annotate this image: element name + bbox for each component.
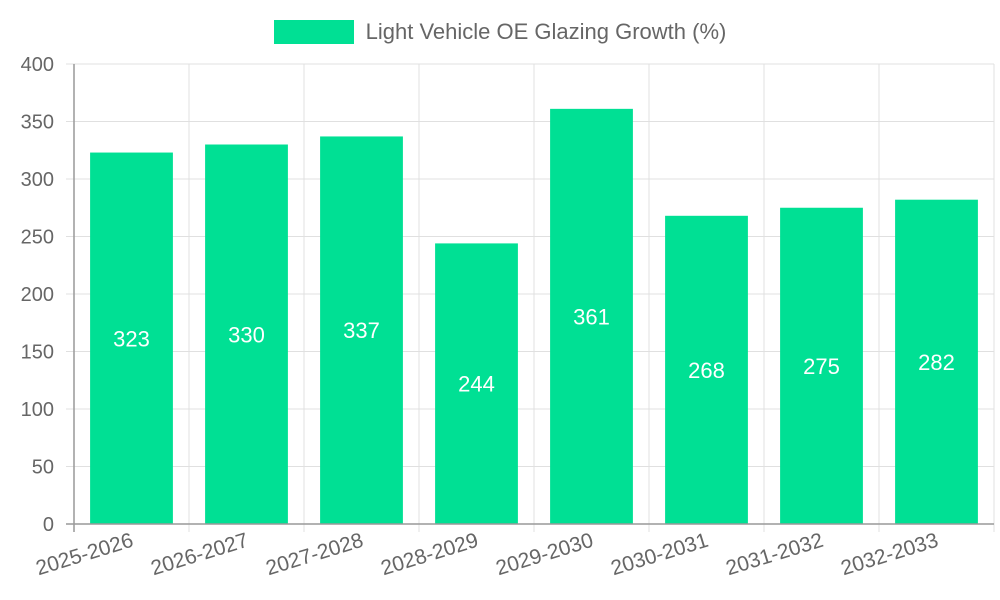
bar xyxy=(320,136,403,524)
x-tick-label: 2028-2029 xyxy=(378,529,481,580)
bar xyxy=(665,215,748,525)
data-label: 361 xyxy=(573,304,610,329)
x-tick-label: 2027-2028 xyxy=(263,529,366,580)
y-tick-label: 150 xyxy=(21,342,54,364)
bar xyxy=(435,243,518,524)
y-tick-label: 300 xyxy=(21,169,54,191)
y-tick-label: 350 xyxy=(21,112,54,134)
data-label: 268 xyxy=(688,358,725,383)
data-labels: 323 330 337 244 361 268 275 282 xyxy=(113,304,955,396)
bar xyxy=(205,144,288,524)
y-tick-label: 0 xyxy=(43,514,54,536)
legend: Light Vehicle OE Glazing Growth (%) xyxy=(0,17,1000,47)
data-label: 323 xyxy=(113,326,150,351)
x-tick-label: 2025-2026 xyxy=(33,529,136,580)
x-tick-label: 2032-2033 xyxy=(838,529,941,580)
legend-swatch[interactable] xyxy=(273,20,354,44)
bars xyxy=(90,108,978,525)
y-tick-label: 200 xyxy=(21,284,54,306)
legend-label: Light Vehicle OE Glazing Growth (%) xyxy=(365,19,727,44)
bar xyxy=(90,152,173,525)
data-label: 282 xyxy=(918,350,955,375)
x-tick-label: 2029-2030 xyxy=(493,529,596,580)
x-tick-label: 2030-2031 xyxy=(608,529,711,580)
bar xyxy=(550,108,633,524)
bar xyxy=(780,207,863,524)
data-label: 337 xyxy=(343,318,380,343)
y-tick-label: 250 xyxy=(21,227,54,249)
data-label: 275 xyxy=(803,354,840,379)
y-tick-label: 50 xyxy=(32,457,54,479)
y-tick-label: 400 xyxy=(21,54,54,76)
data-label: 330 xyxy=(228,322,265,347)
x-tick-label: 2026-2027 xyxy=(148,529,251,580)
y-tick-label: 100 xyxy=(21,399,54,421)
x-tick-label: 2031-2032 xyxy=(723,529,826,580)
data-label: 244 xyxy=(458,372,495,397)
bar xyxy=(895,199,978,524)
